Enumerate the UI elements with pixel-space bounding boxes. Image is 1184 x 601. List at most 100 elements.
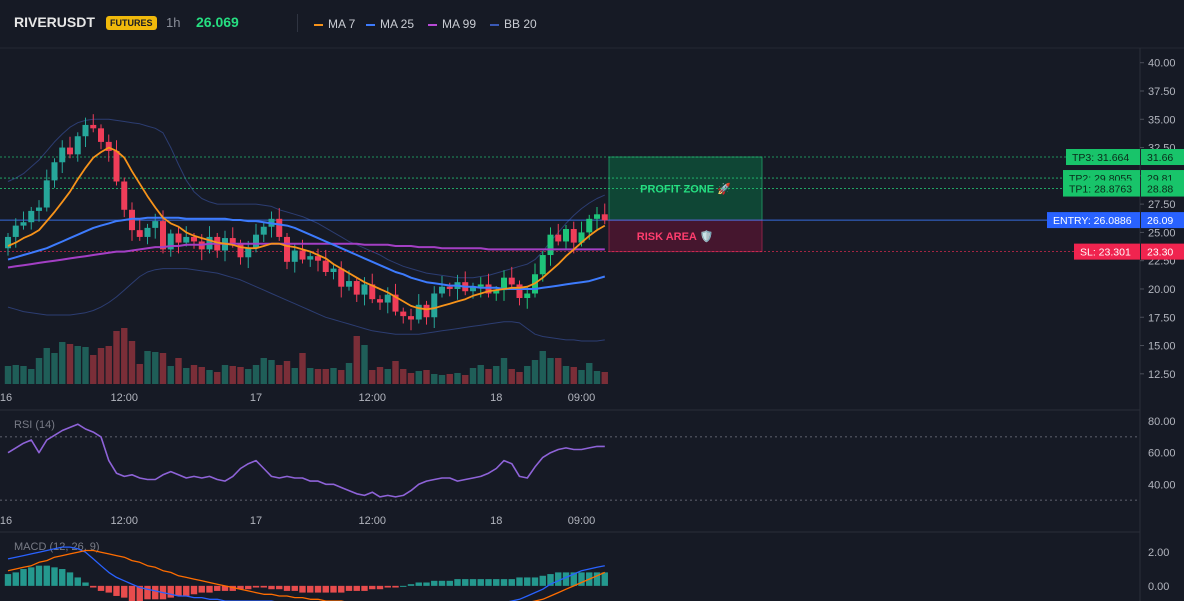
time-axis-label: 17 [250,392,262,404]
candle-body [431,293,438,318]
candle-body [43,180,50,208]
legend-ma7-label: MA 7 [328,17,356,31]
volume-bar [307,368,314,384]
candle-body [121,181,128,210]
tp3-tag-label: TP3: 31.664 [1072,152,1129,164]
volume-bar [66,344,74,384]
volume-bar [299,353,306,384]
macd-histogram-bar [508,579,515,586]
rsi-tick-label: 80.00 [1148,416,1176,428]
legend-ma99[interactable]: MA 99 [428,17,476,31]
volume-bar [252,365,260,384]
volume-bar [105,346,112,384]
macd-histogram-bar [361,585,368,591]
volume-bar [20,366,27,384]
macd-histogram-bar [28,567,35,586]
candle-body [12,225,19,237]
volume-bar [322,369,329,384]
volume-bar [446,374,453,384]
volume-bar [128,341,136,384]
macd-histogram-bar [66,572,74,586]
volume-bar [28,369,35,384]
candle-body [400,311,407,317]
volume-bar [361,345,368,384]
candle-body [51,162,58,181]
macd-histogram-bar [593,572,601,586]
volume-bar [392,361,399,384]
macd-histogram-bar [43,565,50,586]
candle-body [90,124,97,129]
candle-body [346,281,352,287]
candle-body [152,221,159,228]
time-axis-label: 12:00 [110,515,138,527]
legend-bb20[interactable]: BB 20 [490,17,537,31]
macd-histogram-bar [322,585,329,593]
volume-bar [283,361,291,384]
volume-bar [462,375,469,384]
macd-histogram-bar [128,585,136,601]
candle-body [338,268,345,287]
volume-bar [384,369,391,384]
volume-bar [438,375,446,384]
timeframe-label[interactable]: 1h [166,15,181,30]
candle-body [369,284,376,300]
candle-body [291,250,298,262]
macd-histogram-bar [500,579,508,586]
candle-body [570,229,577,243]
volume-bar [260,358,267,384]
candle-body [330,268,337,272]
macd-histogram-bar [4,574,12,586]
macd-histogram-bar [415,582,422,586]
macd-histogram-bar [485,579,492,586]
price-tick-label: 20.00 [1148,284,1176,296]
legend-bb20-label: BB 20 [504,17,537,31]
macd-histogram-bar [229,585,236,591]
candle-body [508,277,515,285]
volume-bar [51,353,58,384]
legend-ma7[interactable]: MA 7 [314,17,355,31]
sl-tag-bg [1074,243,1140,260]
macd-histogram-bar [276,585,283,590]
macd-histogram-bar [345,585,353,591]
time-axis-label: 16 [0,515,12,527]
macd-histogram-bar [454,579,461,586]
volume-bar [198,367,205,384]
volume-bar [159,353,167,384]
time-axis-label: 16 [0,392,12,404]
legend-ma25[interactable]: MA 25 [366,17,414,31]
candle-body [315,256,321,261]
tp1-axis-bg [1141,180,1184,197]
legend-ma99-label: MA 99 [442,17,477,31]
candle-body [555,234,562,242]
candle-body [167,233,174,250]
macd-histogram-bar [531,577,539,586]
volume-bar [423,370,430,384]
volume-bar [493,366,500,384]
volume-bar [291,368,298,384]
macd-histogram-bar [555,572,562,586]
volume-bar [586,363,593,384]
ma99-line [7,242,605,269]
volume-bar [82,347,89,384]
volume-bar [90,355,97,384]
entry-axis-label: 26.09 [1147,215,1173,227]
volume-bar [121,328,128,384]
macd-histogram-bar [206,585,213,593]
candle-body [36,207,42,211]
legend-ma25-label: MA 25 [380,17,415,31]
volume-bar [431,374,438,384]
macd-histogram-bar [539,575,546,586]
price-tick-label: 15.00 [1148,341,1176,353]
candle-body [136,230,143,237]
candle-body [423,304,430,318]
macd-histogram-bar [51,567,58,586]
time-axis-label: 12:00 [358,515,386,527]
candle-body [446,286,453,289]
tp3-tag-bg [1066,149,1140,166]
macd-signal-line [7,549,606,601]
macd-histogram-bar [252,585,260,588]
symbol-name[interactable]: RIVERUSDT [14,14,95,30]
candle-body [524,293,531,299]
sl-axis-bg [1141,243,1184,260]
